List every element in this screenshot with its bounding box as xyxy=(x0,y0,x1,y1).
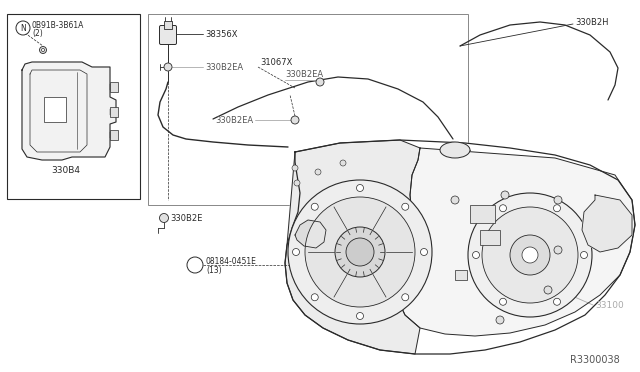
Circle shape xyxy=(16,21,30,35)
Circle shape xyxy=(554,196,562,204)
Circle shape xyxy=(292,165,298,171)
Ellipse shape xyxy=(440,142,470,158)
Circle shape xyxy=(580,251,588,259)
Circle shape xyxy=(501,191,509,199)
Bar xyxy=(110,82,118,92)
Text: (2): (2) xyxy=(32,29,43,38)
Circle shape xyxy=(294,180,300,186)
Bar xyxy=(455,270,467,280)
Circle shape xyxy=(340,160,346,166)
Circle shape xyxy=(402,203,409,210)
Text: 330B2H: 330B2H xyxy=(575,17,609,26)
Circle shape xyxy=(335,227,385,277)
Text: 0B91B-3B61A: 0B91B-3B61A xyxy=(32,20,84,29)
Polygon shape xyxy=(285,140,635,354)
Circle shape xyxy=(315,169,321,175)
Circle shape xyxy=(554,298,561,305)
Polygon shape xyxy=(295,220,326,248)
Circle shape xyxy=(311,203,318,210)
Text: 330B2E: 330B2E xyxy=(170,214,202,222)
Bar xyxy=(164,21,172,29)
Circle shape xyxy=(42,48,45,51)
Circle shape xyxy=(356,312,364,320)
Circle shape xyxy=(522,247,538,263)
Circle shape xyxy=(499,298,506,305)
Bar xyxy=(110,107,118,117)
Text: 330B4: 330B4 xyxy=(51,166,81,174)
Text: 38356X: 38356X xyxy=(205,29,237,38)
Circle shape xyxy=(472,251,479,259)
Circle shape xyxy=(554,246,562,254)
Circle shape xyxy=(40,46,47,54)
Text: N: N xyxy=(20,23,26,32)
Circle shape xyxy=(346,238,374,266)
Bar xyxy=(480,230,500,245)
Bar xyxy=(110,130,118,140)
Circle shape xyxy=(496,316,504,324)
Circle shape xyxy=(420,248,428,256)
Circle shape xyxy=(292,248,300,256)
FancyBboxPatch shape xyxy=(159,26,177,45)
Text: 08184-0451E: 08184-0451E xyxy=(206,257,257,266)
Text: 330B2EA: 330B2EA xyxy=(285,70,323,78)
Circle shape xyxy=(187,257,203,273)
Circle shape xyxy=(451,196,459,204)
Circle shape xyxy=(468,193,592,317)
Circle shape xyxy=(510,235,550,275)
Text: (13): (13) xyxy=(206,266,221,275)
Circle shape xyxy=(164,63,172,71)
Circle shape xyxy=(482,207,578,303)
Text: B: B xyxy=(192,260,198,269)
Circle shape xyxy=(288,180,432,324)
Polygon shape xyxy=(398,148,635,336)
Text: 33100: 33100 xyxy=(595,301,624,310)
Circle shape xyxy=(316,78,324,86)
Circle shape xyxy=(311,294,318,301)
Bar xyxy=(44,97,66,122)
Polygon shape xyxy=(285,140,420,354)
Polygon shape xyxy=(22,62,116,160)
Circle shape xyxy=(291,116,299,124)
Text: 31067X: 31067X xyxy=(260,58,292,67)
Polygon shape xyxy=(582,195,632,252)
Bar xyxy=(148,14,468,205)
Text: 330B2EA: 330B2EA xyxy=(215,115,253,125)
Circle shape xyxy=(402,294,409,301)
Circle shape xyxy=(356,185,364,192)
Circle shape xyxy=(159,214,168,222)
Bar xyxy=(470,205,495,223)
Bar xyxy=(7,14,140,199)
Text: R3300038: R3300038 xyxy=(570,355,620,365)
Text: 330B2EA: 330B2EA xyxy=(205,62,243,71)
Circle shape xyxy=(499,205,506,212)
Circle shape xyxy=(544,286,552,294)
Circle shape xyxy=(305,197,415,307)
Circle shape xyxy=(554,205,561,212)
